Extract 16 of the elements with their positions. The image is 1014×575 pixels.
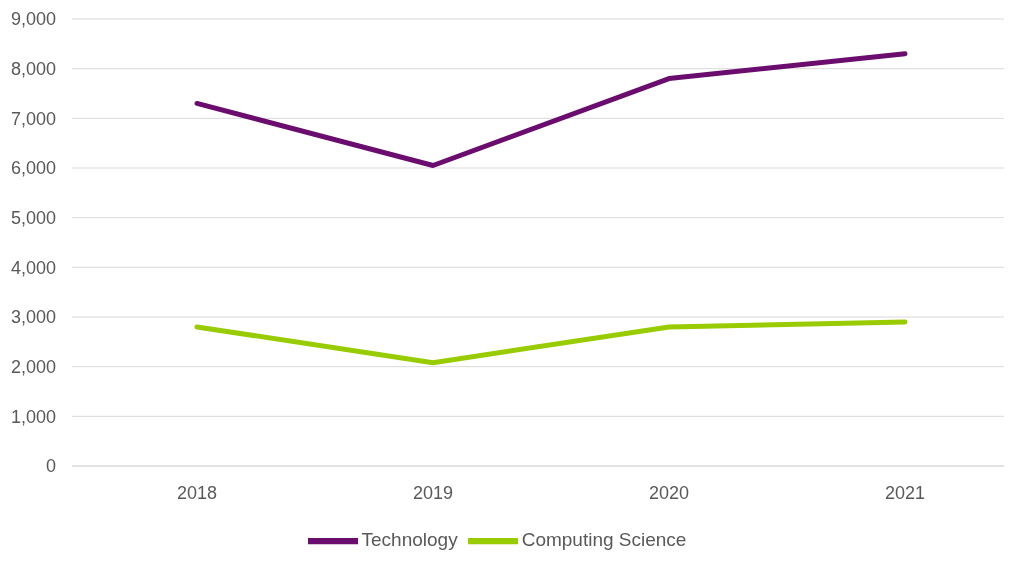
y-tick-label: 2,000 xyxy=(10,357,56,378)
y-tick-label: 0 xyxy=(45,456,56,477)
legend-label: Technology xyxy=(361,529,458,551)
y-tick-label: 3,000 xyxy=(10,307,56,328)
y-tick-label: 6,000 xyxy=(10,158,56,179)
y-tick-label: 8,000 xyxy=(10,59,56,80)
y-tick-label: 5,000 xyxy=(10,208,56,229)
x-tick-label: 2018 xyxy=(176,482,218,503)
x-tick-label: 2019 xyxy=(412,482,454,503)
x-tick-label: 2021 xyxy=(884,482,926,503)
y-tick-label: 9,000 xyxy=(10,9,56,30)
y-tick-label: 1,000 xyxy=(10,406,56,427)
y-tick-label: 4,000 xyxy=(10,257,56,278)
y-tick-label: 7,000 xyxy=(10,108,56,129)
legend-label: Computing Science xyxy=(521,529,687,551)
x-tick-label: 2020 xyxy=(648,482,690,503)
